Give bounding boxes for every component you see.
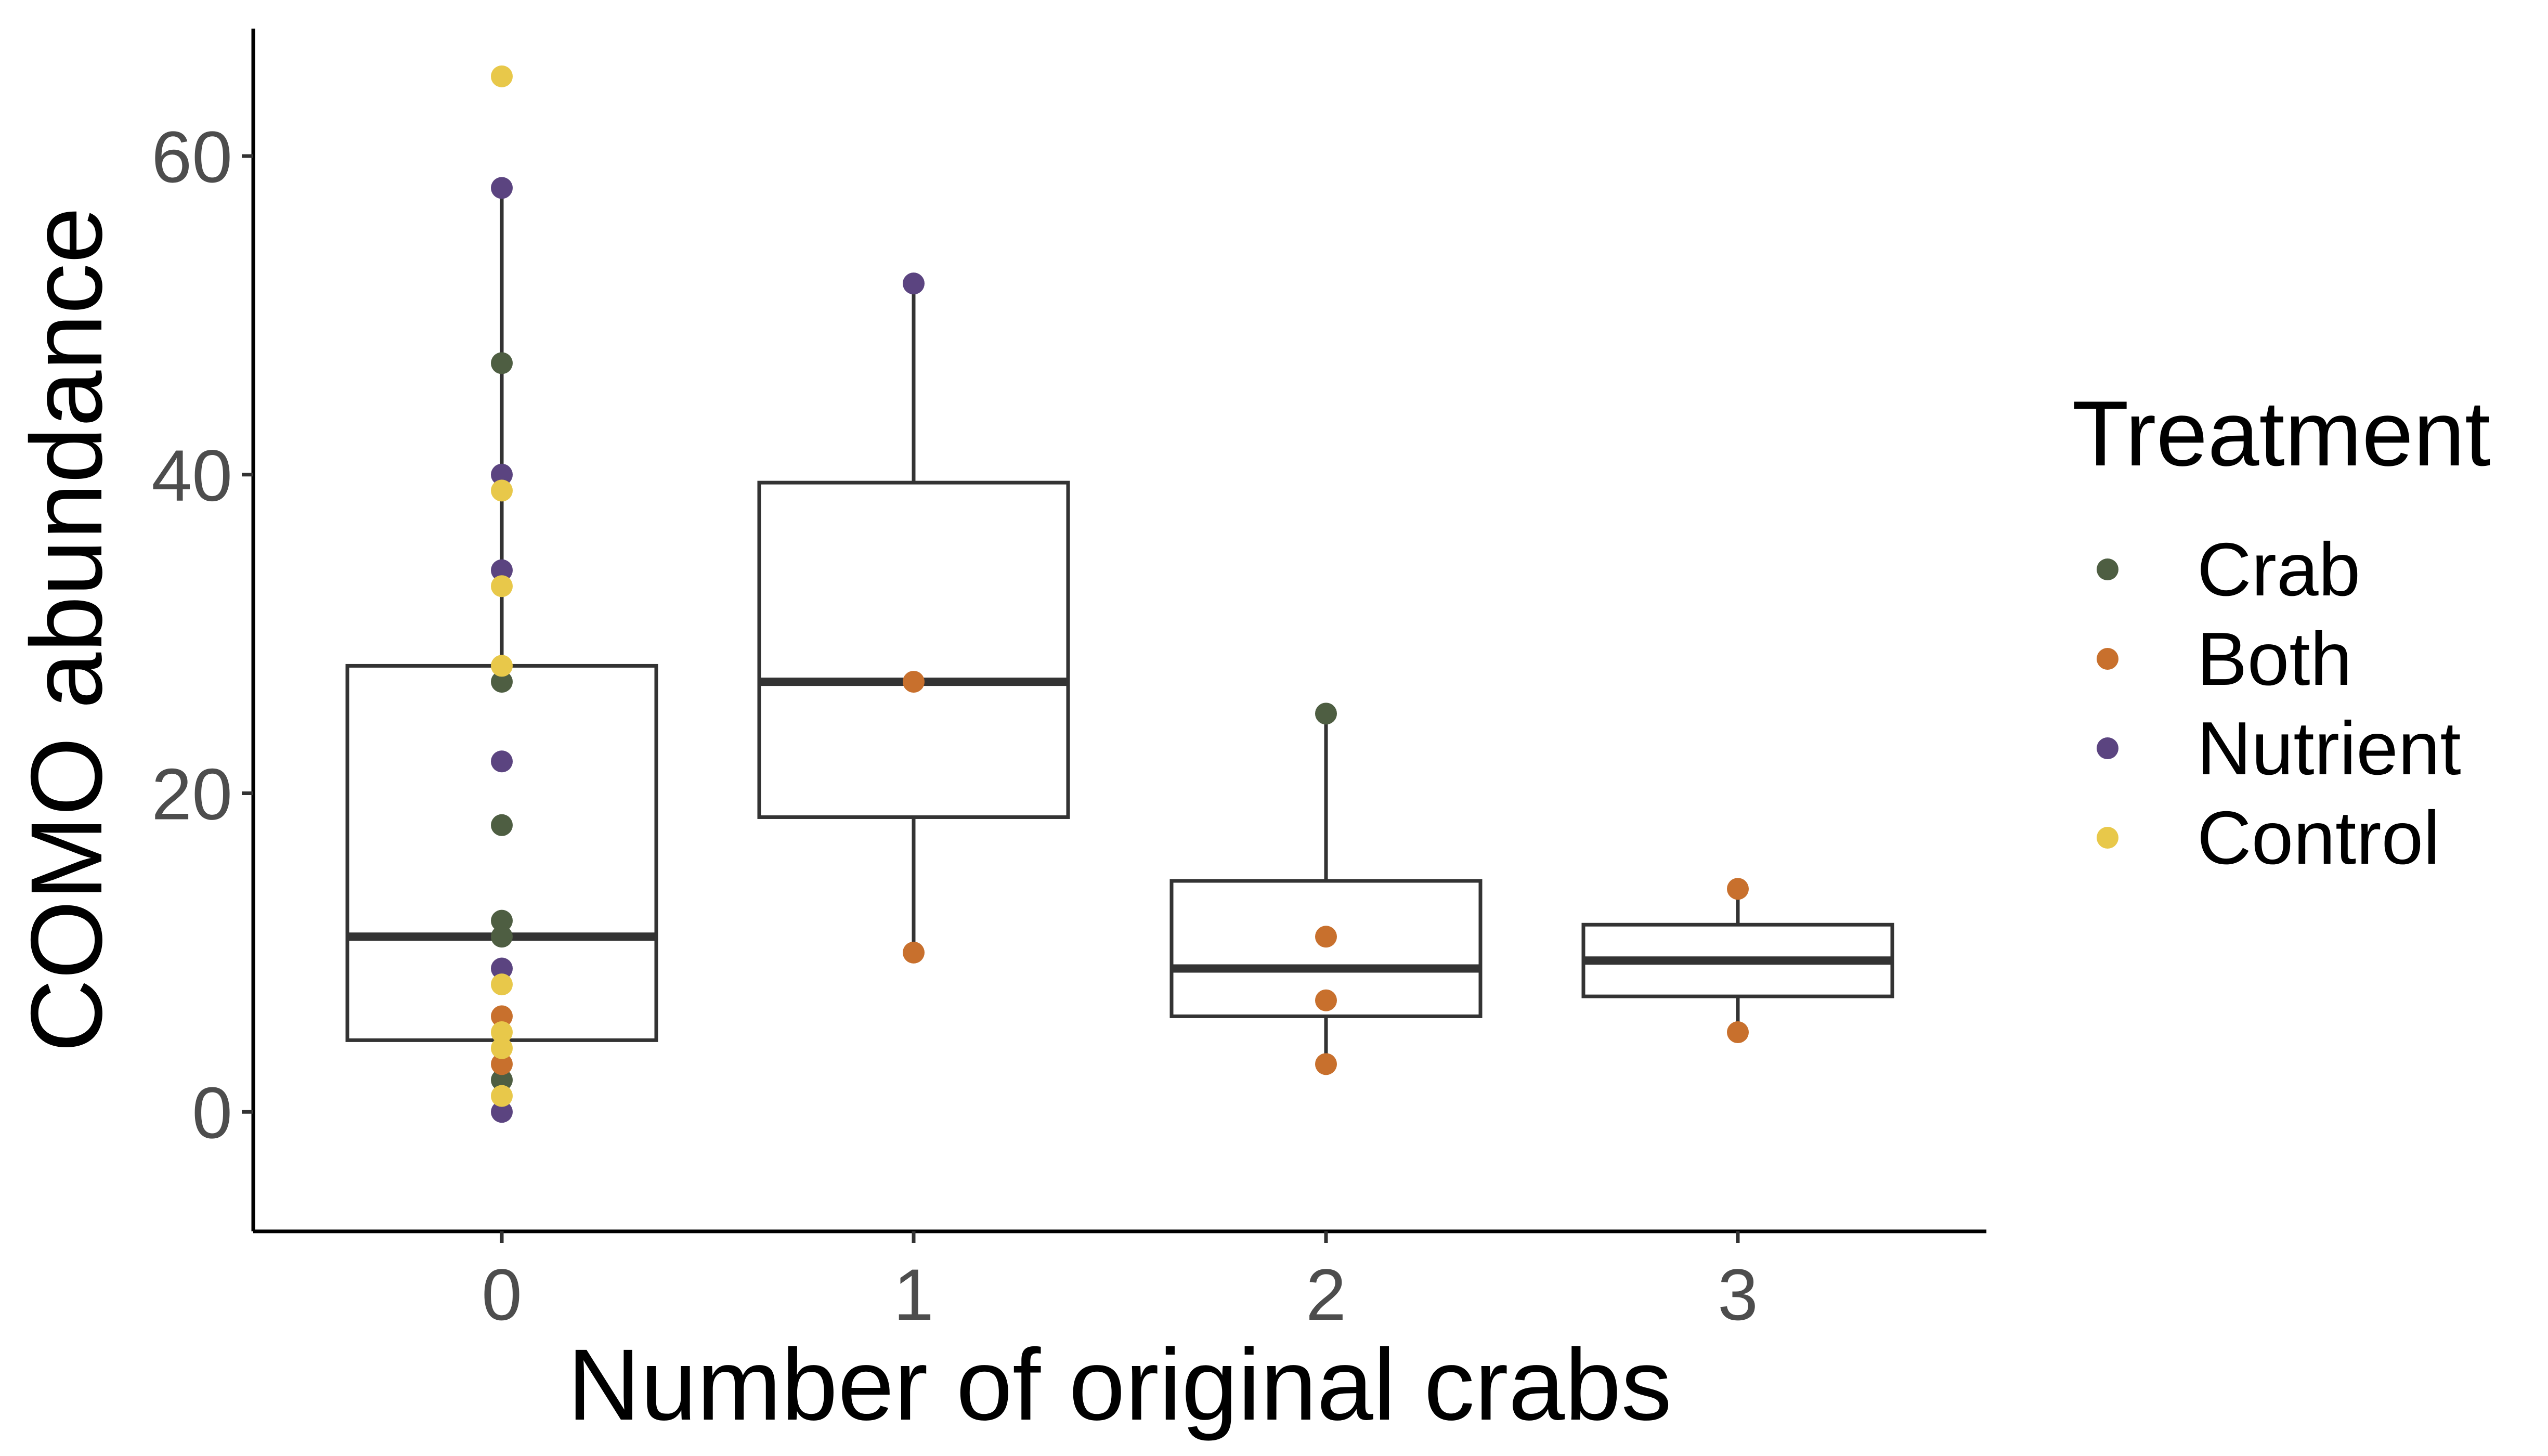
x-tick-label: 3: [1718, 1254, 1758, 1335]
data-point: [491, 65, 513, 87]
points-layer: [491, 65, 1749, 1123]
x-tick-label: 2: [1306, 1254, 1346, 1335]
data-point: [491, 814, 513, 836]
data-point: [1315, 989, 1337, 1011]
data-point: [491, 655, 513, 677]
series-nutrient: [491, 177, 925, 1123]
data-point: [491, 559, 513, 581]
data-point: [491, 750, 513, 773]
legend-title: Treatment: [2072, 382, 2491, 485]
y-ticks: 0 20 40 60: [151, 116, 253, 1153]
axes: [251, 29, 1986, 1233]
data-point: [491, 1085, 513, 1107]
data-point: [491, 1101, 513, 1123]
x-tick-label: 1: [893, 1254, 934, 1335]
data-point: [491, 1037, 513, 1059]
legend-key-control: [2097, 827, 2118, 849]
y-tick-label: 60: [151, 116, 232, 198]
data-point: [491, 1069, 513, 1091]
legend-label-control: Control: [2197, 796, 2440, 880]
legend-label-both: Both: [2197, 617, 2352, 701]
legend-key-crab: [2097, 558, 2118, 580]
legend-label-crab: Crab: [2197, 527, 2360, 612]
box-iqr: [757, 480, 1070, 819]
data-point: [491, 909, 513, 932]
box-iqr: [1169, 879, 1483, 1018]
boxplot-3: [1581, 889, 1894, 1033]
data-point: [1315, 703, 1337, 725]
y-tick-label: 40: [151, 435, 232, 516]
data-point: [491, 575, 513, 597]
data-point: [491, 926, 513, 948]
x-tick-label: 0: [482, 1254, 522, 1335]
series-both: [491, 671, 1749, 1075]
boxplot-2: [1169, 713, 1483, 1064]
x-ticks: 0 1 2 3: [482, 1231, 1758, 1335]
data-point: [491, 671, 513, 693]
boxplot-1: [757, 283, 1070, 953]
legend-label-nutrient: Nutrient: [2197, 706, 2461, 790]
series-control: [491, 65, 513, 1107]
y-axis-title: COMO abundance: [10, 207, 123, 1052]
data-point: [491, 973, 513, 996]
y-tick-label: 20: [151, 753, 232, 835]
series-crab: [491, 352, 1337, 1091]
legend-key-both: [2097, 648, 2118, 670]
data-point: [1727, 878, 1749, 900]
data-point: [1315, 926, 1337, 948]
data-point: [491, 1021, 513, 1044]
data-point: [491, 479, 513, 502]
y-tick-label: 0: [192, 1072, 232, 1153]
data-point: [903, 272, 925, 295]
data-point: [1727, 1021, 1749, 1044]
data-point: [903, 941, 925, 964]
x-axis-title: Number of original crabs: [567, 1328, 1672, 1441]
data-point: [491, 177, 513, 199]
boxes-layer: [345, 188, 1894, 1112]
data-point: [491, 1053, 513, 1075]
data-point: [903, 671, 925, 693]
data-point: [1315, 1053, 1337, 1075]
data-point: [491, 463, 513, 486]
data-point: [491, 1005, 513, 1028]
data-point: [491, 957, 513, 980]
data-point: [491, 352, 513, 374]
legend-key-nutrient: [2097, 737, 2118, 759]
